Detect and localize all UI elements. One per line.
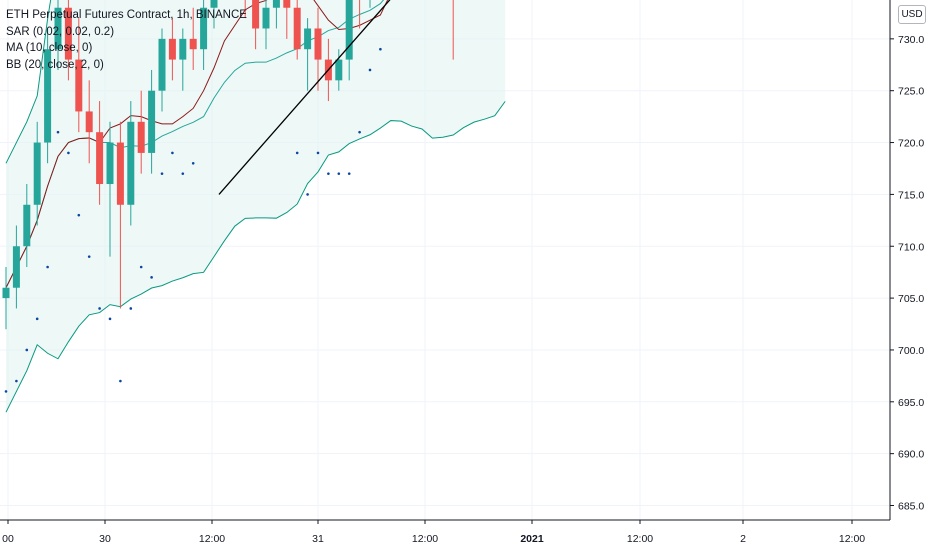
candle-body: [116, 142, 124, 205]
chart-legend: ETH Perpetual Futures Contract, 1h, BINA…: [6, 7, 247, 73]
legend-ma: MA (10, close, 0): [6, 42, 93, 54]
y-tick-label: 705.0: [898, 293, 924, 305]
candle-body: [168, 38, 176, 60]
x-tick-label: 00: [2, 533, 14, 545]
x-tick-label: 12:00: [199, 533, 225, 545]
candle-body: [335, 59, 343, 81]
y-tick-label: 685.0: [898, 501, 924, 513]
candle-body: [304, 28, 312, 50]
candle-body: [54, 7, 62, 50]
sar-dot: [25, 348, 29, 352]
candle-body: [2, 287, 10, 299]
x-tick-label: 12:00: [627, 533, 653, 545]
legend-sar: SAR (0.02, 0.02, 0.2): [6, 25, 115, 38]
candle-body: [33, 142, 41, 205]
candle-body: [106, 142, 114, 185]
x-tick-label: 31: [312, 533, 324, 545]
sar-dot: [368, 68, 372, 72]
sar-dot: [379, 47, 382, 51]
sar-dot: [171, 151, 174, 155]
y-tick-label: 700.0: [898, 345, 924, 357]
y-tick-label: 710.0: [898, 241, 924, 253]
x-tick-label: 12:00: [412, 533, 438, 545]
candle-body: [200, 7, 208, 50]
candle-body: [293, 7, 301, 50]
legend-title: ETH Perpetual Futures Contract, 1h, BINA…: [6, 9, 247, 21]
x-tick-label: 2021: [520, 533, 544, 545]
sar-dot: [15, 379, 18, 383]
candle-body: [272, 0, 280, 8]
sar-dot: [98, 307, 101, 310]
candle-body: [127, 121, 135, 205]
sar-dot: [129, 307, 133, 310]
candle-body: [189, 38, 197, 50]
x-tick-label: 2: [740, 533, 746, 545]
sar-dot: [77, 213, 81, 217]
sar-dot: [327, 172, 330, 175]
candle-body: [137, 121, 145, 153]
sar-dot: [119, 379, 122, 383]
sar-dot: [87, 255, 91, 258]
candle-body: [345, 0, 353, 60]
candle-body: [283, 0, 291, 8]
candle-body: [262, 7, 270, 29]
sar-dot: [150, 276, 153, 279]
y-tick-label: 725.0: [898, 86, 924, 98]
sar-dot: [306, 193, 309, 196]
candle-body: [96, 132, 104, 185]
x-tick-label: 12:00: [839, 533, 865, 545]
sar-dot: [67, 151, 70, 155]
legend-bb: BB (20, close, 2, 0): [6, 58, 104, 71]
sar-dot: [35, 317, 39, 321]
y-tick-label: 730.0: [898, 34, 924, 46]
candle-body: [210, 0, 218, 8]
candle-body: [64, 7, 72, 60]
candle-body: [179, 38, 187, 60]
sar-dot: [337, 172, 341, 175]
candle-body: [158, 38, 166, 91]
y-tick-label: 690.0: [898, 449, 924, 461]
candle-body: [23, 204, 31, 247]
sar-dot: [139, 265, 143, 269]
candle-body: [85, 111, 93, 133]
candle-body: [75, 59, 83, 112]
y-tick-label: 715.0: [898, 189, 924, 201]
y-tick-label: 695.0: [898, 397, 924, 409]
sar-dot: [160, 172, 164, 175]
candle-body: [314, 28, 322, 60]
candle-body: [148, 90, 156, 153]
sar-dot: [46, 265, 49, 269]
sar-dot: [347, 172, 351, 175]
x-tick-label: 30: [99, 533, 111, 545]
sar-dot: [191, 161, 195, 165]
sar-dot: [295, 151, 299, 155]
y-tick-label: 720.0: [898, 138, 924, 150]
sar-dot: [56, 130, 60, 134]
bollinger-lower: [5, 101, 506, 413]
sar-dot: [358, 130, 361, 134]
sar-dot: [108, 317, 112, 321]
candle-body: [252, 0, 260, 29]
sar-dot: [316, 151, 320, 155]
candle-body: [12, 246, 20, 288]
triangle-support-line: [218, 0, 391, 195]
candle-body: [44, 49, 52, 143]
currency-unit-button[interactable]: USD: [898, 5, 926, 24]
sar-dot: [181, 172, 185, 175]
sar-dot: [4, 390, 8, 393]
